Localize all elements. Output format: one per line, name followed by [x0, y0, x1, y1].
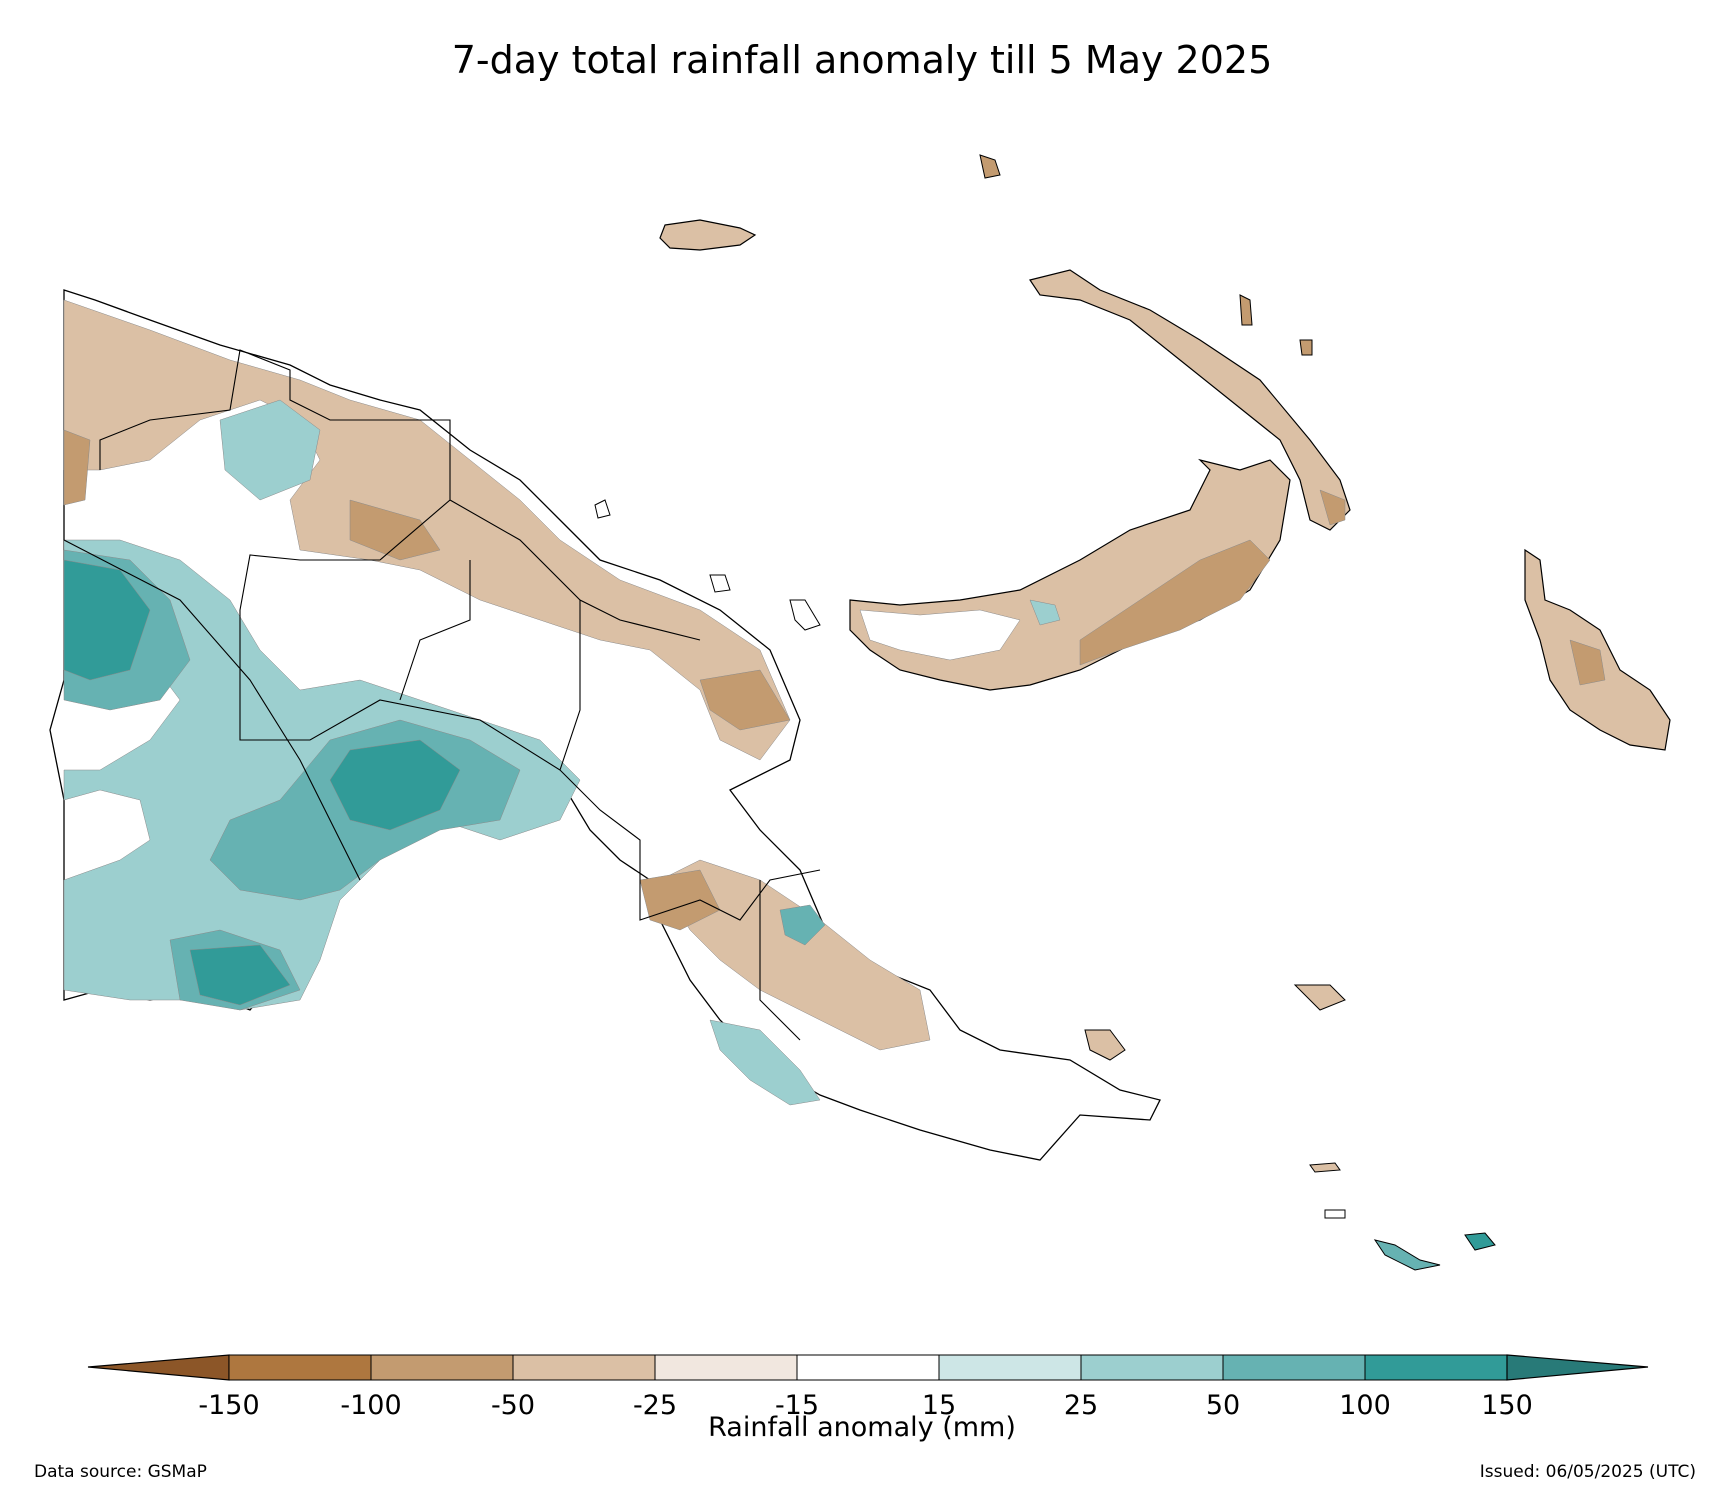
colorbar-extend-low — [87, 1354, 230, 1381]
colorbar-tick-label: -150 — [198, 1390, 259, 1421]
island-small-mid-1 — [709, 574, 731, 593]
dry-zone-north — [63, 299, 791, 761]
island-misima — [1324, 1209, 1346, 1219]
colorbar-bin — [1222, 1354, 1366, 1381]
colorbar-bin — [938, 1354, 1082, 1381]
colorbar-bin — [1080, 1354, 1224, 1381]
island-small-ne-2 — [1299, 339, 1313, 356]
wet-zone-south-coast — [709, 1019, 821, 1106]
colorbar-tick-label: 150 — [1481, 1390, 1533, 1421]
island-new-britain-core — [1079, 539, 1271, 666]
island-new-ireland-core — [1319, 489, 1346, 526]
colorbar-tick-label: -50 — [491, 1390, 535, 1421]
island-rossel — [1464, 1232, 1496, 1251]
wet-zone-west-mid — [63, 549, 521, 1011]
colorbar-tick-label: -25 — [633, 1390, 677, 1421]
island-sudest — [1373, 1239, 1441, 1271]
dry-zone-east — [659, 859, 931, 1051]
colorbar-tick-label: -15 — [775, 1390, 819, 1421]
colorbar-bin — [512, 1354, 656, 1381]
data-source: Data source: GSMaP — [34, 1462, 207, 1482]
province-boundaries — [63, 349, 821, 1041]
colorbar-tick-label: 15 — [922, 1390, 956, 1421]
island-woodlark — [1309, 1162, 1341, 1173]
island-small-coast — [594, 499, 611, 519]
wet-zone-small-east — [779, 904, 826, 946]
island-trobriand — [1293, 984, 1346, 1011]
colorbar-label: Rainfall anomaly (mm) — [708, 1412, 1016, 1443]
colorbar-tick-label: 50 — [1206, 1390, 1240, 1421]
colorbar-extend-high — [1506, 1354, 1649, 1381]
colorbar-bin — [796, 1354, 940, 1381]
colorbar-bin — [228, 1354, 372, 1381]
island-small-north — [979, 154, 1001, 179]
colorbar-bin — [370, 1354, 514, 1381]
island-manus — [659, 219, 757, 251]
island-new-ireland — [1029, 269, 1351, 531]
wet-zone-west-core — [63, 559, 461, 1006]
colorbar-tick-label: 100 — [1339, 1390, 1391, 1421]
colorbar-tick-label: 25 — [1064, 1390, 1098, 1421]
colorbar-bin — [654, 1354, 798, 1381]
map-title: 7-day total rainfall anomaly till 5 May … — [451, 38, 1273, 82]
island-small-ne-1 — [1239, 294, 1253, 326]
colorbar-bin — [1364, 1354, 1508, 1381]
dry-zone-north-core — [63, 429, 791, 731]
dry-zone-south — [639, 869, 721, 931]
colorbar-tick-label: -100 — [340, 1390, 401, 1421]
island-small-mid-2 — [789, 599, 821, 631]
issued-date: Issued: 06/05/2025 (UTC) — [1479, 1462, 1696, 1482]
island-dentrecasteaux — [1084, 1029, 1126, 1061]
island-bougainville-core — [1569, 639, 1606, 686]
colorbar: -150 -100 -50 -25 -15 15 25 50 100 150 — [87, 1354, 1649, 1421]
island-new-britain-wet — [1029, 599, 1061, 626]
island-new-britain-west-neutral — [859, 609, 1021, 661]
wet-zone-north-small — [219, 399, 321, 501]
